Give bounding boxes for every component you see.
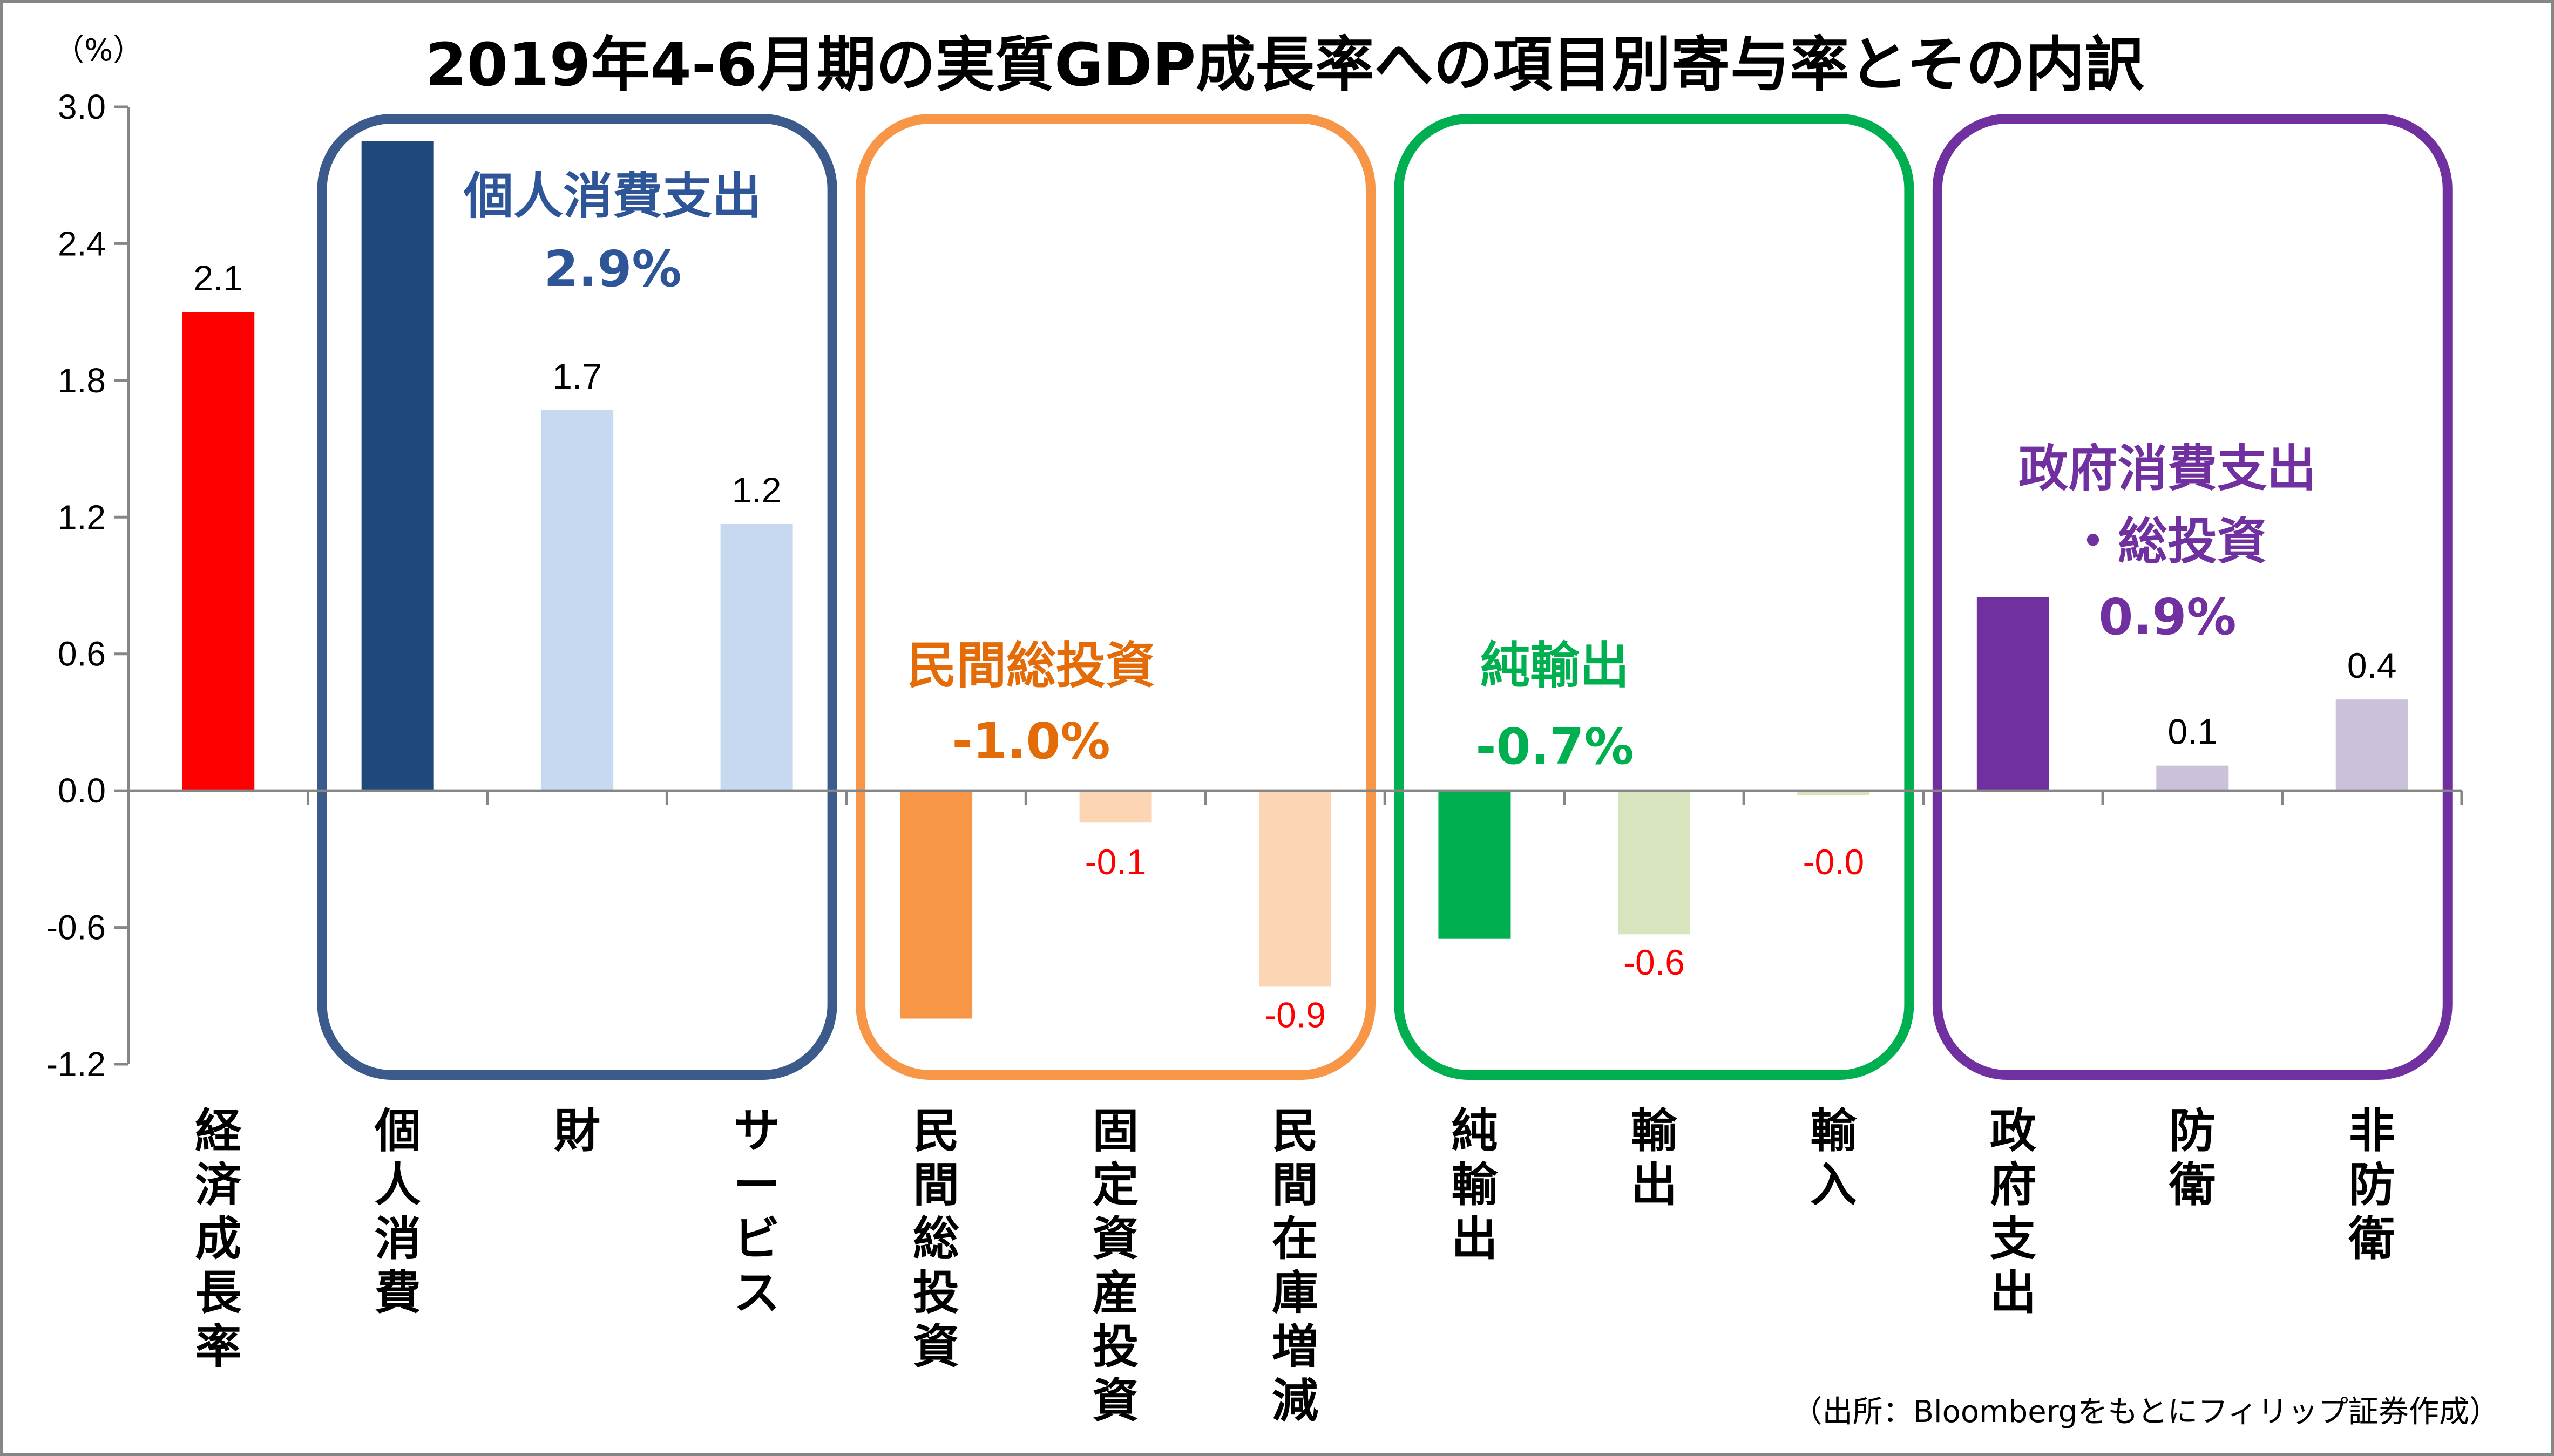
group-label-3-line2: ・総投資 <box>2068 513 2267 570</box>
unit-label: （%） <box>54 33 143 68</box>
category-label-2: 財 <box>554 1104 600 1158</box>
y-tick-label: -1.2 <box>46 1045 106 1084</box>
bar-2 <box>541 410 614 791</box>
group-label-2: 純輸出 <box>1480 637 1629 695</box>
group-box-0 <box>317 114 837 1080</box>
group-label-0: 個人消費支出 <box>463 167 762 225</box>
chart-title: 2019年4-6月期の実質GDP成長率への項目別寄与率とその内訳 <box>425 30 2145 99</box>
group-labels: 個人消費支出 2.9% 民間総投資 -1.0% 純輸出 -0.7% 政府消費支出・総投資 0.… <box>463 167 2316 775</box>
data-label-8: -0.6 <box>1623 942 1685 982</box>
group-box-1 <box>856 114 1376 1080</box>
category-label-11: 防衛 <box>2169 1104 2216 1212</box>
bar-11 <box>2156 765 2229 791</box>
group-label-3: 政府消費支出 <box>2018 440 2316 498</box>
data-label-0: 2.1 <box>193 258 243 298</box>
bar-5 <box>1079 791 1152 823</box>
bar-12 <box>2335 699 2408 791</box>
category-label-4: 民間総投資 <box>913 1104 959 1374</box>
group-box-2 <box>1394 114 1914 1080</box>
bar-1 <box>361 141 434 791</box>
bar-0 <box>182 312 255 791</box>
bar-4 <box>900 791 973 1019</box>
axes: 3.0 2.4 1.8 1.2 0.6 0.0 -0.6 -1.2 <box>46 87 2463 1084</box>
group-label-1: 民間総投資 <box>907 637 1155 695</box>
group-value-1: -1.0% <box>952 712 1110 770</box>
category-label-9: 輸入 <box>1810 1104 1857 1212</box>
group-boxes <box>317 114 2453 1080</box>
group-box-3 <box>1932 114 2453 1080</box>
bar-9 <box>1797 791 1870 795</box>
category-label-1: 個人消費 <box>374 1104 421 1320</box>
data-label-5: -0.1 <box>1085 842 1147 882</box>
group-value-0: 2.9% <box>544 240 681 298</box>
y-tick-label: 2.4 <box>58 224 106 263</box>
category-labels: 経済成長率 個人消費 財 サービス 民間総投資 固定資産投資 民間在庫増減 純輸出 輸出 輸入 政府… <box>195 1104 2395 1428</box>
group-value-2: -0.7% <box>1475 718 1634 775</box>
y-tick-label: 1.2 <box>58 498 106 536</box>
group-value-3: 0.9% <box>2098 588 2236 646</box>
category-label-7: 純輸出 <box>1451 1104 1498 1266</box>
bar-10 <box>1976 597 2049 791</box>
y-tick-label: 0.6 <box>58 635 106 673</box>
source-note: （出所：Bloombergをもとにフィリップ証券作成） <box>1792 1394 2499 1430</box>
data-label-12: 0.4 <box>2347 645 2397 685</box>
bar-7 <box>1438 791 1511 939</box>
data-labels: 2.1 1.7 1.2 -0.1 -0.9 -0.6 -0.0 0.1 0.4 <box>193 258 2396 1035</box>
y-tick-label: 0.0 <box>58 771 106 810</box>
bar-6 <box>1259 791 1331 987</box>
y-tick-label: 1.8 <box>58 361 106 400</box>
data-label-3: 1.2 <box>732 470 782 510</box>
category-label-8: 輸出 <box>1631 1104 1678 1212</box>
category-label-10: 政府支出 <box>1990 1104 2036 1320</box>
category-label-5: 固定資産投資 <box>1093 1104 1139 1428</box>
category-label-6: 民間在庫増減 <box>1272 1104 1318 1428</box>
y-tick-label: -0.6 <box>46 908 106 947</box>
category-label-12: 非防衛 <box>2348 1104 2395 1266</box>
bar-3 <box>720 523 793 791</box>
data-label-2: 1.7 <box>552 356 602 396</box>
data-label-9: -0.0 <box>1803 842 1865 882</box>
data-label-11: 0.1 <box>2167 712 2217 752</box>
bars <box>182 141 2408 1019</box>
category-label-0: 経済成長率 <box>195 1104 242 1374</box>
data-label-6: -0.9 <box>1264 995 1326 1035</box>
category-label-3: サービス <box>734 1104 780 1320</box>
y-tick-label: 3.0 <box>58 87 106 126</box>
bar-8 <box>1617 791 1690 935</box>
